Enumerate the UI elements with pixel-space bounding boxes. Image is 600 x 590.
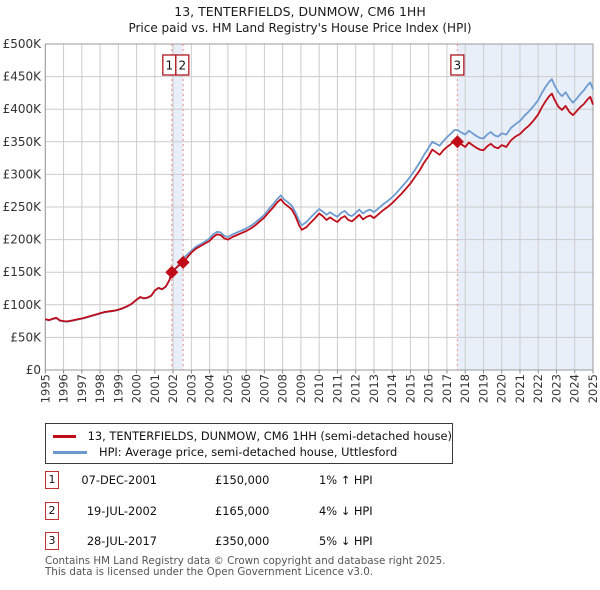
x-axis-tick-label: 2005 — [221, 374, 235, 403]
x-axis-tick-label: 2016 — [422, 374, 436, 403]
x-axis-tick-label: 1999 — [111, 374, 125, 403]
x-axis-tick-label: 2022 — [531, 374, 545, 403]
legend-item-price-paid: 13, TENTERFIELDS, DUNMOW, CM6 1HH (semi-… — [46, 428, 452, 444]
y-axis-tick-label: £150K — [3, 265, 43, 279]
transaction-date: 19-JUL-2002 — [86, 504, 157, 518]
transaction-number-badge: 1 — [45, 471, 59, 489]
x-axis-tick-label: 2008 — [276, 374, 290, 403]
transaction-date: 28-JUL-2017 — [86, 534, 157, 548]
x-axis-tick-label: 2024 — [568, 374, 582, 403]
transaction-hpi-delta: 1% ↑ HPI — [319, 473, 373, 487]
x-axis-tick-label: 1997 — [75, 374, 89, 403]
x-axis-tick-label: 2012 — [349, 374, 363, 403]
x-axis-tick-label: 2023 — [550, 374, 564, 403]
x-axis-tick-label: 2006 — [239, 374, 253, 403]
legend-item-hpi: HPI: Average price, semi-detached house,… — [46, 444, 452, 460]
sale-marker-label: 1 — [165, 59, 173, 73]
x-axis-tick-label: 2021 — [513, 374, 527, 403]
hpi-line-swatch — [53, 450, 87, 454]
x-axis-tick-label: 2007 — [257, 374, 271, 403]
transaction-row-1: 1 07-DEC-2001 £150,000 1% ↑ HPI — [0, 471, 600, 490]
sale-marker-box — [175, 54, 190, 76]
x-axis-tick-label: 1998 — [93, 374, 107, 403]
legend-label: HPI: Average price, semi-detached house,… — [99, 445, 398, 459]
y-axis-tick-label: £250K — [3, 200, 43, 214]
sale-marker-label: 2 — [178, 59, 186, 73]
x-axis-tick-label: 1996 — [57, 374, 71, 403]
x-axis-tick-label: 2002 — [166, 374, 180, 403]
y-axis-tick-label: £300K — [3, 167, 43, 181]
footer-line-1: Contains HM Land Registry data © Crown c… — [45, 555, 446, 567]
transaction-price: £150,000 — [215, 473, 270, 487]
legend-label: 13, TENTERFIELDS, DUNMOW, CM6 1HH (semi-… — [87, 429, 452, 443]
x-axis-tick-label: 2010 — [312, 374, 326, 403]
x-axis-tick-label: 2003 — [184, 374, 198, 403]
x-axis-tick-label: 2019 — [477, 374, 491, 403]
x-axis-tick-label: 2011 — [330, 374, 344, 403]
page-title: 13, TENTERFIELDS, DUNMOW, CM6 1HH — [174, 4, 426, 19]
price-line-swatch — [53, 434, 76, 438]
price-paid-line — [45, 92, 594, 323]
footer-line-2: This data is licensed under the Open Gov… — [45, 565, 374, 578]
y-axis-tick-label: £0 — [26, 363, 41, 377]
y-axis-tick-label: £350K — [3, 135, 43, 149]
x-axis-tick-label: 2004 — [203, 374, 217, 403]
page-subtitle: Price paid vs. HM Land Registry's House … — [128, 21, 472, 35]
x-axis-tick-label: 2013 — [367, 374, 381, 403]
x-axis-tick-label: 2001 — [148, 374, 162, 403]
license-footer: Contains HM Land Registry data © Crown c… — [45, 556, 585, 577]
y-axis-tick-label: £450K — [3, 70, 43, 84]
y-axis-tick-label: £50K — [10, 330, 42, 344]
y-axis-tick-label: £400K — [3, 102, 43, 116]
transaction-number-badge: 3 — [45, 532, 59, 550]
x-axis-tick-label: 2017 — [440, 374, 454, 403]
sale-point-dot — [176, 255, 190, 269]
y-axis-tick-label: £200K — [3, 233, 43, 247]
x-axis-tick-label: 2018 — [458, 374, 472, 403]
sale-marker-box — [450, 54, 465, 76]
transaction-row-3: 3 28-JUL-2017 £350,000 5% ↓ HPI — [0, 532, 600, 551]
price-chart: 1 2 3 1995 1996 1997 1998 1999 2000 2001 2002 2003 2… — [3, 37, 600, 403]
plot-border — [44, 43, 594, 371]
x-axis-tick-label: 2009 — [294, 374, 308, 403]
transaction-row-2: 2 19-JUL-2002 £165,000 4% ↓ HPI — [0, 502, 600, 521]
transaction-hpi-delta: 4% ↓ HPI — [319, 504, 373, 518]
transaction-price: £165,000 — [215, 504, 270, 518]
transaction-date: 07-DEC-2001 — [81, 473, 157, 487]
sale-point-dot — [165, 265, 179, 279]
transaction-price: £350,000 — [215, 534, 270, 548]
transaction-hpi-delta: 5% ↓ HPI — [319, 534, 373, 548]
x-axis-tick-label: 2025 — [586, 374, 600, 403]
x-axis-tick-label: 2015 — [403, 374, 417, 403]
y-axis-tick-label: £100K — [3, 298, 43, 312]
chart-legend: 13, TENTERFIELDS, DUNMOW, CM6 1HH (semi-… — [45, 423, 453, 464]
y-axis-tick-label: £500K — [3, 37, 43, 51]
transaction-number-badge: 2 — [45, 502, 59, 520]
sale-point-dot — [450, 135, 464, 149]
sale-marker-label: 3 — [454, 59, 462, 73]
x-axis-tick-label: 1995 — [38, 374, 52, 403]
x-axis-tick-label: 2020 — [495, 374, 509, 403]
x-axis-tick-label: 2014 — [385, 374, 399, 403]
x-axis-tick-label: 2000 — [130, 374, 144, 403]
